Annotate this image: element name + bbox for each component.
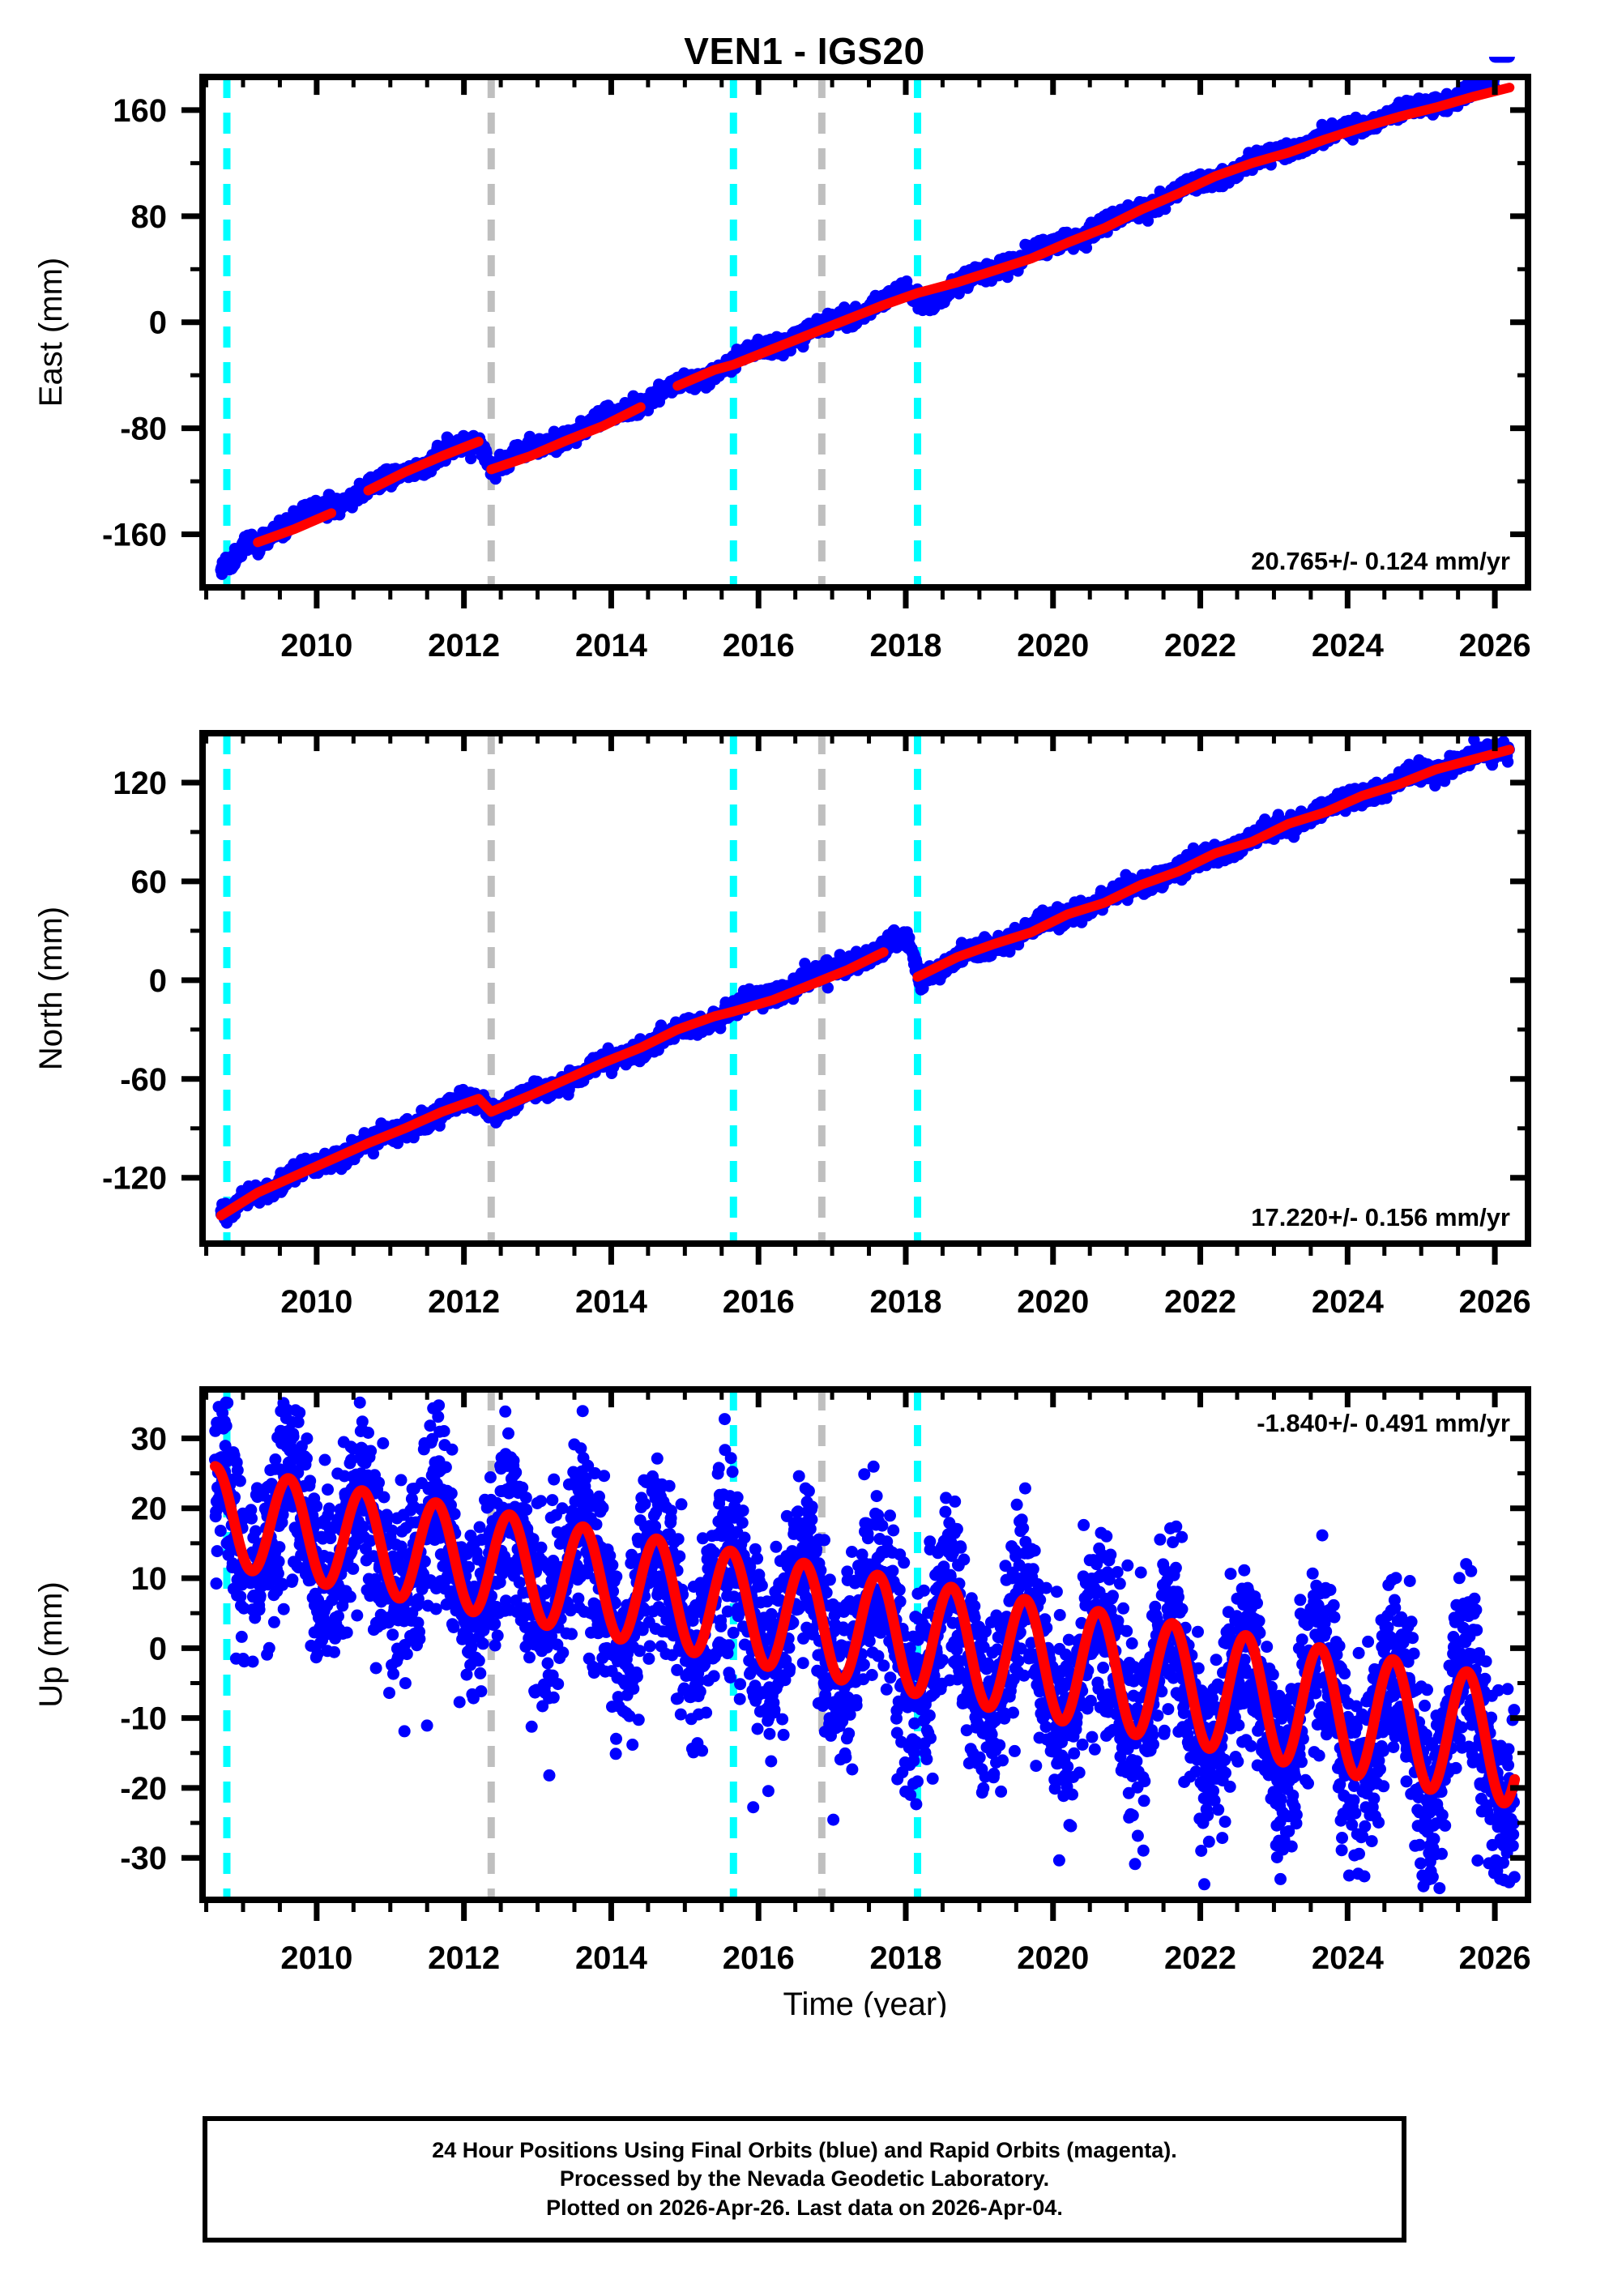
y-axis-title: East (mm): [33, 258, 69, 407]
x-tick-label: 2010: [280, 1284, 352, 1320]
y-tick-label: -60: [120, 1062, 167, 1098]
rate-annotation: 20.765+/- 0.124 mm/yr: [1251, 547, 1510, 575]
x-tick-label: 2010: [280, 1940, 352, 1976]
x-tick-label: 2018: [869, 1284, 941, 1320]
x-tick-label: 2022: [1164, 1940, 1236, 1976]
x-tick-label: 2026: [1459, 1284, 1531, 1320]
y-tick-label: -30: [120, 1841, 167, 1876]
x-tick-label: 2018: [869, 1940, 941, 1976]
rate-annotation: -1.840+/- 0.491 mm/yr: [1257, 1409, 1510, 1437]
y-axis: -30 -20 -10 0 10 20 30: [120, 1421, 1528, 1876]
y-tick-label: 60: [131, 864, 168, 900]
x-tick-label: 2014: [575, 628, 648, 664]
y-axis: -120 -60 0 60 120: [102, 766, 1528, 1197]
caption-line-1: 24 Hour Positions Using Final Orbits (bl…: [432, 2138, 1177, 2163]
x-tick-label: 2022: [1164, 628, 1236, 664]
y-tick-label: 120: [113, 766, 167, 801]
model-fit-curve: [216, 745, 1515, 1221]
y-tick-label: -160: [102, 518, 167, 553]
y-tick-label: -120: [102, 1161, 167, 1197]
x-tick-label: 2024: [1312, 1940, 1385, 1976]
x-tick-label: 2016: [723, 1284, 795, 1320]
x-tick-label: 2010: [280, 628, 352, 664]
y-axis-title: Up (mm): [33, 1581, 69, 1708]
x-tick-label: 2020: [1017, 1284, 1089, 1320]
x-tick-label: 2012: [428, 1284, 500, 1320]
x-tick-label: 2016: [723, 628, 795, 664]
caption-line-3: Plotted on 2026-Apr-26. Last data on 202…: [546, 2195, 1063, 2220]
figure-caption-box: 24 Hour Positions Using Final Orbits (bl…: [203, 2116, 1406, 2243]
model-fit-curve: [253, 83, 1515, 548]
x-axis: 2010 2012 2014 2016 2018 2020 2022 2024 2026: [204, 733, 1531, 1320]
x-tick-label: 2020: [1017, 628, 1089, 664]
panel-north: 2010 2012 2014 2016 2018 2020 2022 2024 2026 -120…: [0, 713, 1609, 1361]
x-tick-label: 2012: [428, 628, 500, 664]
y-axis: -160 -80 0 80 160: [102, 93, 1528, 553]
x-tick-label: 2012: [428, 1940, 500, 1976]
y-tick-label: 10: [131, 1561, 168, 1597]
panel-up: 2010 2012 2014 2016 2018 2020 2022 2024 2026 -30-…: [0, 1369, 1609, 2017]
y-tick-label: -20: [120, 1771, 167, 1807]
y-tick-label: 80: [131, 199, 168, 235]
y-tick-label: 20: [131, 1492, 168, 1527]
x-tick-label: 2020: [1017, 1940, 1089, 1976]
x-tick-label: 2022: [1164, 1284, 1236, 1320]
x-tick-label: 2026: [1459, 1940, 1531, 1976]
y-tick-label: 0: [149, 963, 167, 999]
y-tick-label: 30: [131, 1421, 168, 1457]
x-tick-label: 2014: [575, 1284, 648, 1320]
x-axis: 2010 2012 2014 2016 2018 2020 2022 2024 2026: [204, 77, 1531, 664]
x-tick-label: 2016: [723, 1940, 795, 1976]
y-tick-label: -10: [120, 1701, 167, 1737]
x-tick-label: 2024: [1312, 628, 1385, 664]
page-title: VEN1 - IGS20: [684, 30, 925, 72]
rate-annotation: 17.220+/- 0.156 mm/yr: [1251, 1203, 1510, 1231]
x-tick-label: 2018: [869, 628, 941, 664]
panel-east: 2010 2012 2014 2016 2018 2020 2022 2024 2026 -160…: [0, 57, 1609, 705]
y-tick-label: 0: [149, 305, 167, 341]
y-tick-label: 0: [149, 1631, 167, 1667]
y-axis-title: North (mm): [33, 907, 69, 1070]
caption-line-2: Processed by the Nevada Geodetic Laborat…: [559, 2166, 1050, 2191]
x-tick-label: 2024: [1312, 1284, 1385, 1320]
y-tick-label: 160: [113, 93, 167, 129]
x-tick-label: 2014: [575, 1940, 648, 1976]
x-axis: 2010 2012 2014 2016 2018 2020 2022 2024 2026: [204, 1389, 1531, 1976]
x-tick-label: 2026: [1459, 628, 1531, 664]
x-axis-title: Time (year): [783, 1987, 948, 2017]
y-tick-label: -80: [120, 412, 167, 447]
model-fit-curve: [210, 1461, 1521, 1809]
